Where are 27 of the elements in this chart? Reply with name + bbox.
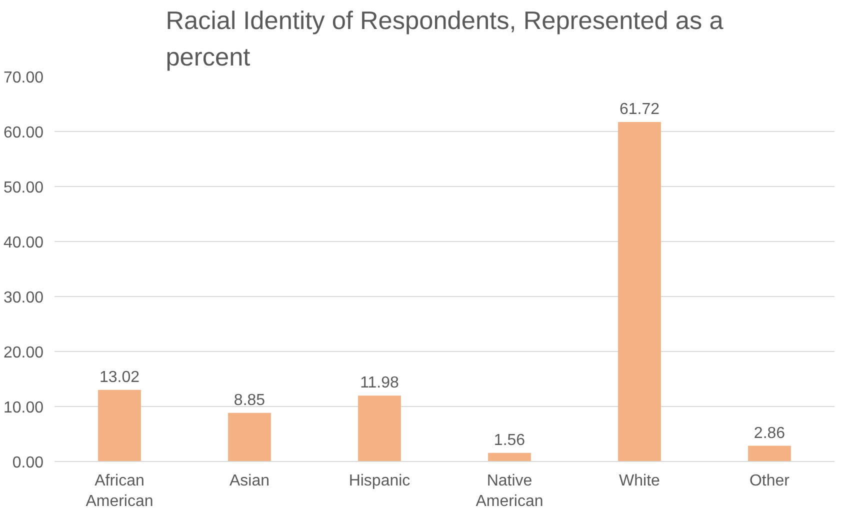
y-tick-label: 20.00	[3, 344, 44, 362]
bar	[748, 446, 791, 462]
y-tick-label: 50.00	[3, 180, 44, 196]
y-tick-label: 0.00	[12, 454, 44, 472]
chart-title: Racial Identity of Respondents, Represented as a percent	[166, 7, 724, 72]
y-tick-label: 70.00	[3, 70, 44, 86]
data-label: 2.86	[754, 424, 786, 442]
bar	[98, 390, 141, 462]
bar	[228, 412, 271, 462]
data-label: 11.98	[360, 374, 400, 392]
data-label: 61.72	[619, 101, 660, 118]
y-tick-label: 30.00	[3, 290, 44, 306]
data-label: 8.85	[234, 392, 266, 409]
bar	[618, 122, 661, 462]
data-label: 13.02	[99, 368, 140, 386]
x-tick-label: Hispanic	[348, 472, 410, 490]
bar	[358, 396, 401, 462]
data-label: 1.56	[494, 432, 526, 449]
y-tick-label: 60.00	[3, 124, 44, 142]
x-tick-label: African American	[86, 472, 154, 510]
x-tick-label: Asian	[229, 472, 270, 490]
x-tick-label: White	[619, 472, 660, 490]
y-tick-label: 40.00	[3, 234, 44, 252]
bar	[488, 452, 531, 462]
x-tick-label: Other	[749, 472, 790, 490]
y-tick-label: 10.00	[3, 400, 44, 416]
x-tick-label: Native American	[476, 472, 544, 510]
